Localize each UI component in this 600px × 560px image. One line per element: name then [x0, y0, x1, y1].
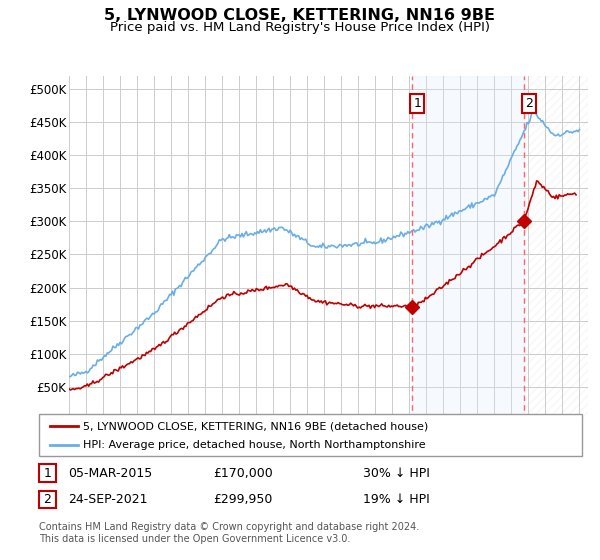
Text: 5, LYNWOOD CLOSE, KETTERING, NN16 9BE (detached house): 5, LYNWOOD CLOSE, KETTERING, NN16 9BE (d…: [83, 421, 428, 431]
Text: 30% ↓ HPI: 30% ↓ HPI: [363, 466, 430, 480]
Bar: [524, 76, 588, 420]
Text: 24-SEP-2021: 24-SEP-2021: [68, 493, 148, 506]
Text: 5, LYNWOOD CLOSE, KETTERING, NN16 9BE: 5, LYNWOOD CLOSE, KETTERING, NN16 9BE: [104, 8, 496, 24]
Text: 2: 2: [43, 493, 52, 506]
Text: Contains HM Land Registry data © Crown copyright and database right 2024.
This d: Contains HM Land Registry data © Crown c…: [39, 522, 419, 544]
Text: HPI: Average price, detached house, North Northamptonshire: HPI: Average price, detached house, Nort…: [83, 440, 425, 450]
Text: £170,000: £170,000: [213, 466, 273, 480]
Text: Price paid vs. HM Land Registry's House Price Index (HPI): Price paid vs. HM Land Registry's House …: [110, 21, 490, 34]
Text: 2: 2: [525, 97, 533, 110]
Text: 19% ↓ HPI: 19% ↓ HPI: [363, 493, 430, 506]
Text: 1: 1: [413, 97, 421, 110]
Bar: [412, 76, 524, 420]
Text: £299,950: £299,950: [213, 493, 272, 506]
Text: 1: 1: [43, 466, 52, 480]
Text: 05-MAR-2015: 05-MAR-2015: [68, 466, 152, 480]
